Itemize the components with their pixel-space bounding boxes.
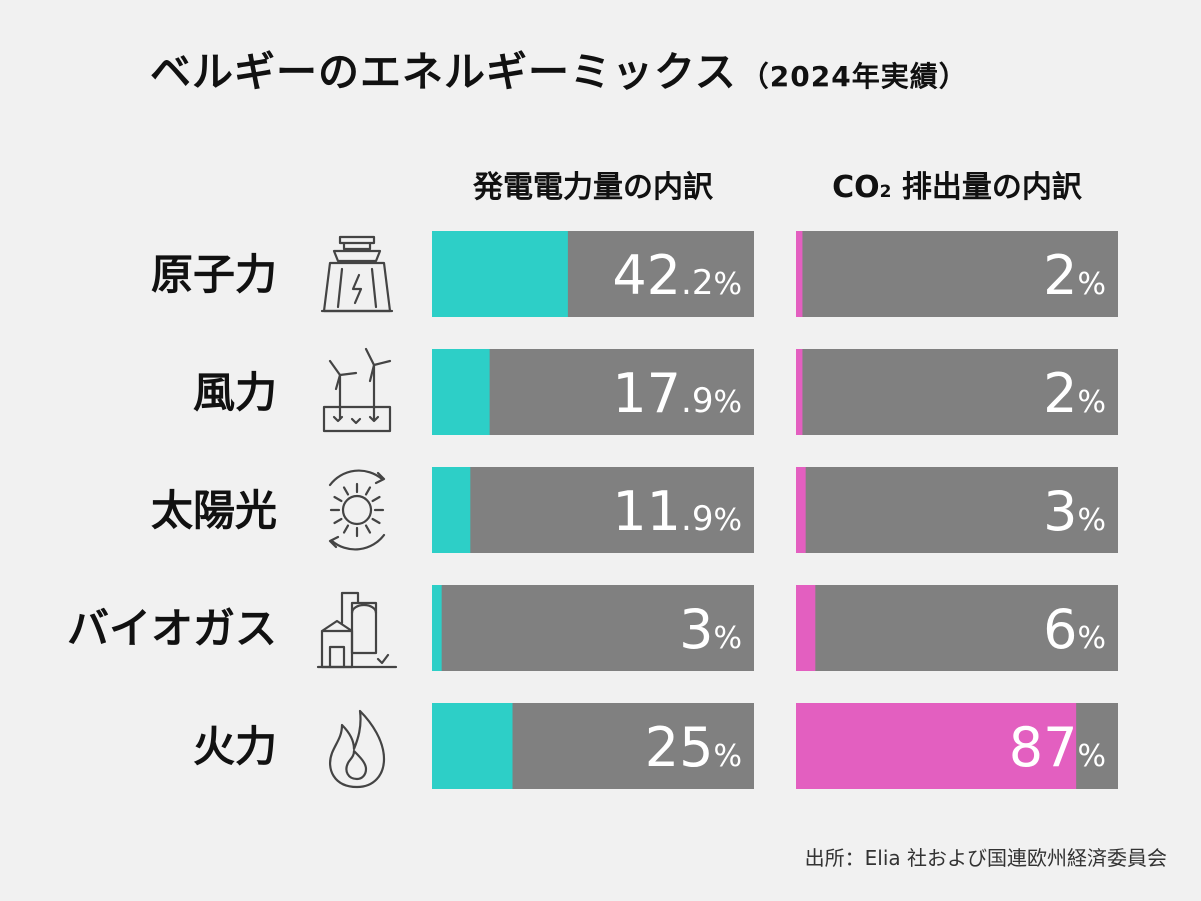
co2-value-label: 2% — [1043, 362, 1106, 425]
value-unit: % — [1077, 621, 1106, 656]
co2-column-header: CO2 排出量の内訳 — [796, 162, 1118, 206]
value-integer: 3 — [679, 598, 713, 661]
value-unit: % — [713, 267, 742, 302]
value-unit: % — [1077, 385, 1106, 420]
value-unit: % — [1077, 503, 1106, 538]
co2-value-label: 87% — [1009, 716, 1106, 779]
generation-bar — [432, 349, 490, 435]
value-integer: 2 — [1043, 362, 1077, 425]
category-label: バイオガス — [67, 604, 277, 653]
value-unit: % — [713, 503, 742, 538]
co2-bar — [796, 703, 1077, 789]
flame-icon — [329, 709, 386, 789]
bar-track — [796, 585, 1118, 671]
generation-value-label: 17.9% — [612, 362, 742, 425]
title-note: （2024年実績） — [740, 60, 968, 93]
wind-turbine-icon — [322, 347, 392, 433]
generation-bar — [432, 703, 513, 789]
co2-label-suffix: 排出量の内訳 — [891, 170, 1082, 205]
co2-bar — [796, 467, 806, 553]
generation-value-label: 25% — [645, 716, 742, 779]
category-label: 火力 — [193, 722, 277, 771]
chart-title: ベルギーのエネルギーミックス （2024年実績） — [150, 38, 968, 98]
generation-bar — [432, 231, 568, 317]
value-integer: 3 — [1043, 480, 1077, 543]
category-label: 太陽光 — [151, 486, 277, 535]
co2-value-label: 3% — [1043, 480, 1106, 543]
co2-label-sub: 2 — [879, 182, 892, 202]
category-label: 原子力 — [151, 250, 277, 299]
generation-value-label: 3% — [679, 598, 742, 661]
source-note: 出所：Elia 社および国連欧州経済委員会 — [804, 846, 1167, 870]
value-unit: % — [713, 621, 742, 656]
bar-track — [796, 231, 1118, 317]
value-unit: % — [713, 385, 742, 420]
value-integer: 6 — [1043, 598, 1077, 661]
value-integer: 25 — [645, 716, 714, 779]
bar-track — [432, 467, 754, 553]
value-integer: 87 — [1009, 716, 1078, 779]
value-decimal: .2 — [681, 263, 713, 303]
value-decimal: .9 — [681, 381, 713, 421]
co2-value-label: 2% — [1043, 244, 1106, 307]
value-unit: % — [1077, 739, 1106, 774]
solar-icon — [328, 469, 386, 551]
value-decimal: .9 — [681, 499, 713, 539]
biogas-plant-icon — [316, 591, 398, 669]
bar-track — [796, 467, 1118, 553]
value-unit: % — [1077, 267, 1106, 302]
generation-bar — [432, 467, 471, 553]
generation-value-label: 42.2% — [612, 244, 742, 307]
value-integer: 42 — [612, 244, 681, 307]
generation-column-header: 発電電力量の内訳 — [473, 170, 713, 205]
bar-track — [796, 349, 1118, 435]
co2-bar — [796, 585, 816, 671]
value-unit: % — [713, 739, 742, 774]
co2-value-label: 6% — [1043, 598, 1106, 661]
bar-track — [432, 585, 754, 671]
nuclear-plant-icon — [320, 235, 394, 313]
title-main: ベルギーのエネルギーミックス — [150, 48, 737, 96]
category-label: 風力 — [193, 368, 277, 417]
value-integer: 11 — [612, 480, 681, 543]
generation-value-label: 11.9% — [612, 480, 742, 543]
value-integer: 2 — [1043, 244, 1077, 307]
co2-bar — [796, 231, 803, 317]
co2-label-prefix: CO — [832, 170, 880, 205]
generation-bar — [432, 585, 442, 671]
value-integer: 17 — [612, 362, 681, 425]
co2-bar — [796, 349, 803, 435]
